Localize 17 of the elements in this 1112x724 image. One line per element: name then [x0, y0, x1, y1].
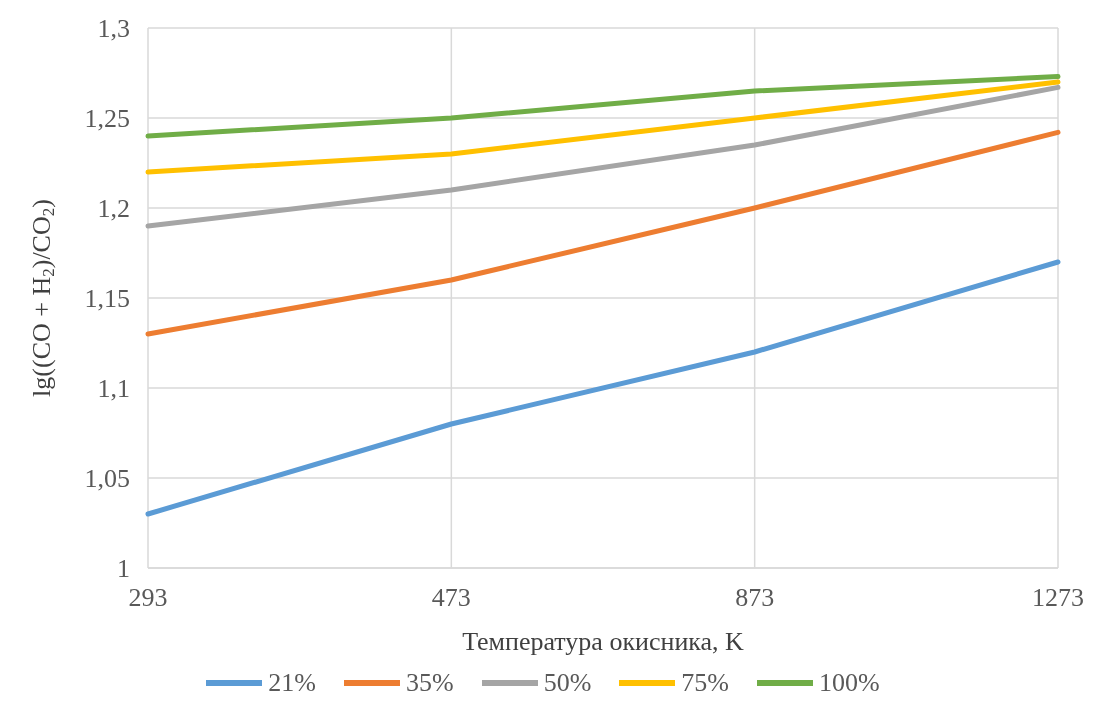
legend-label: 50% — [542, 668, 592, 698]
x-tick-label: 473 — [431, 583, 471, 613]
legend-label: 35% — [405, 668, 454, 698]
x-tick-label: 873 — [735, 583, 775, 613]
y-tick-label: 1,3 — [97, 14, 130, 44]
x-tick-label: 293 — [128, 583, 168, 613]
y-tick-label: 1,15 — [84, 284, 130, 314]
y-tick-label: 1,1 — [97, 374, 130, 404]
legend-label: 100% — [818, 668, 880, 698]
x-tick-label: 1273 — [1032, 583, 1084, 613]
y-tick-label: 1,05 — [84, 464, 130, 494]
y-tick-label: 1 — [117, 554, 130, 584]
legend-label: 75% — [680, 668, 729, 698]
legend-label: 21% — [267, 668, 316, 698]
y-tick-label: 1,2 — [97, 194, 130, 224]
y-tick-label: 1,25 — [84, 104, 130, 134]
x-axis-title: Температура окисника, K — [462, 627, 745, 656]
